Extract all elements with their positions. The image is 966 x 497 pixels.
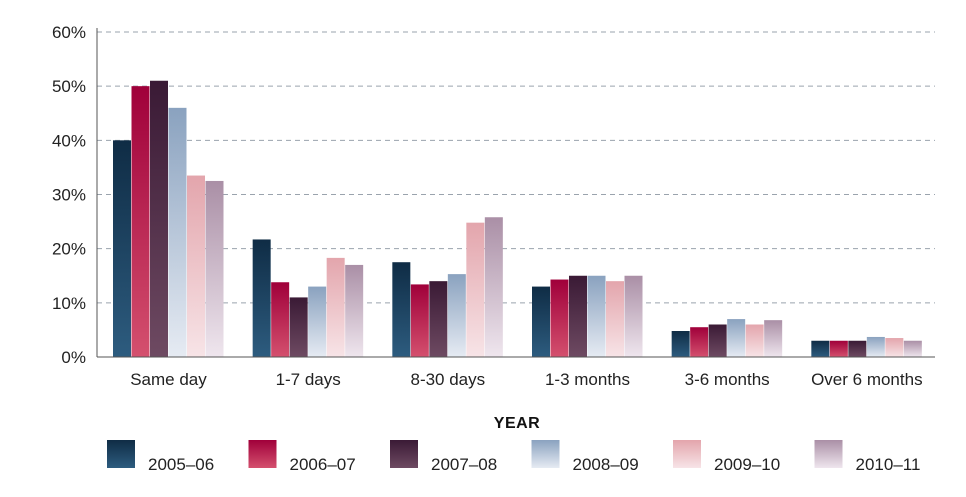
bar xyxy=(326,257,345,357)
bar xyxy=(447,274,466,357)
bar xyxy=(429,281,448,357)
bar xyxy=(727,319,746,357)
y-tick-label: 50% xyxy=(52,77,86,96)
legend-label: 2005–06 xyxy=(148,455,214,474)
x-category-label: 1-7 days xyxy=(276,370,341,389)
bar xyxy=(410,284,429,357)
bar xyxy=(466,222,485,357)
bar xyxy=(271,282,290,357)
bar xyxy=(829,340,848,357)
y-tick-label: 60% xyxy=(52,23,86,42)
bar xyxy=(866,336,885,357)
gridlines xyxy=(97,31,935,304)
bar xyxy=(903,340,922,357)
legend-label: 2008–09 xyxy=(573,455,639,474)
bar xyxy=(113,140,131,357)
x-axis: Same day 1-7 days 8-30 days 1-3 months 3-6 m… xyxy=(97,356,935,389)
legend-label: 2007–08 xyxy=(431,455,497,474)
y-tick-label: 30% xyxy=(52,186,86,205)
bar xyxy=(671,331,690,357)
bar xyxy=(392,262,411,357)
legend-label: 2010–11 xyxy=(856,455,921,474)
bar xyxy=(205,180,224,357)
y-tick-label: 20% xyxy=(52,240,86,259)
bar xyxy=(345,264,364,357)
bar xyxy=(885,338,904,357)
bar xyxy=(690,327,709,357)
legend-title: YEAR xyxy=(494,415,540,432)
legend-label: 2006–07 xyxy=(290,455,356,474)
legend-swatch xyxy=(531,440,560,468)
y-tick-label: 0% xyxy=(61,348,86,367)
bar xyxy=(187,175,205,357)
legend-swatch xyxy=(814,440,843,468)
y-axis: 0% 10% 20% 30% 40% 50% 60% xyxy=(52,23,98,367)
bar xyxy=(532,286,550,357)
x-category-label: 1-3 months xyxy=(545,370,630,389)
legend-swatch xyxy=(673,440,701,468)
y-tick-label: 10% xyxy=(52,294,86,313)
bar xyxy=(131,86,150,358)
bar xyxy=(168,107,187,357)
bars xyxy=(113,80,922,358)
bar xyxy=(606,281,624,357)
x-category-label: 3-6 months xyxy=(685,370,770,389)
bar xyxy=(708,324,727,357)
bar xyxy=(811,340,830,357)
bar xyxy=(252,239,271,357)
bar xyxy=(308,286,327,357)
legend-label: 2009–10 xyxy=(714,455,780,474)
x-category-label: Same day xyxy=(130,370,207,389)
bar xyxy=(624,275,643,357)
bar xyxy=(587,275,606,357)
x-category-label: 8-30 days xyxy=(410,370,485,389)
bar xyxy=(848,340,867,357)
legend: YEAR 2005–06 2006–07 2007–08 2008–09 2009–10… xyxy=(107,415,920,474)
x-category-label: Over 6 months xyxy=(811,370,923,389)
legend-swatch xyxy=(107,440,135,468)
bar xyxy=(289,297,308,357)
legend-swatch xyxy=(390,440,418,468)
bar xyxy=(150,80,168,357)
legend-swatch xyxy=(248,440,277,468)
bar xyxy=(569,275,587,357)
bar xyxy=(745,324,764,357)
bar xyxy=(550,279,569,357)
bar xyxy=(484,217,503,357)
bar xyxy=(764,320,783,357)
y-tick-label: 40% xyxy=(52,131,86,150)
